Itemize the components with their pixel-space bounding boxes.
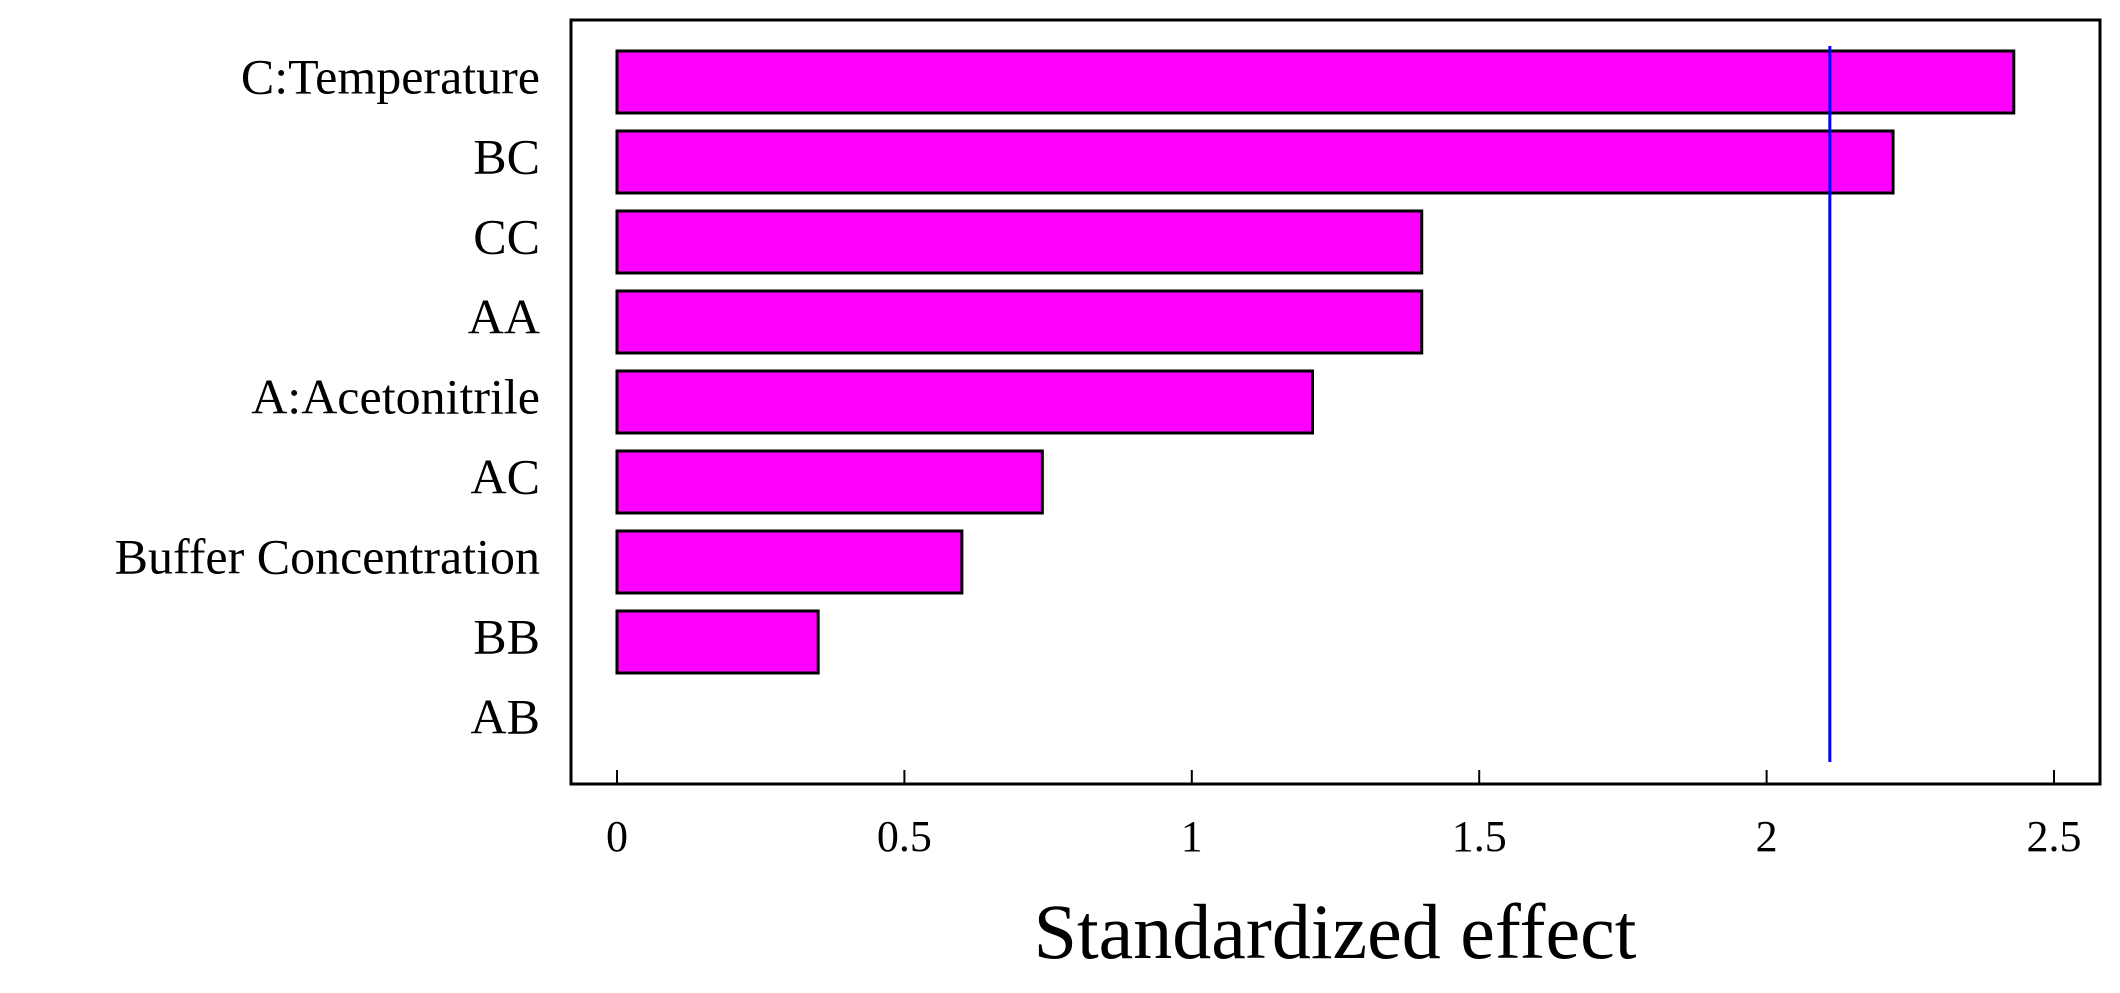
y-tick-label: BB: [473, 608, 540, 664]
y-tick-label: BC: [473, 128, 540, 184]
bar: [615, 369, 1315, 435]
plot-frame: [569, 18, 2102, 786]
x-tick-label: 1.5: [1452, 812, 1507, 861]
bar: [615, 129, 1895, 195]
x-tick-label: 1: [1181, 812, 1203, 861]
y-tick-label: AC: [471, 448, 540, 504]
x-axis-title: Standardized effect: [1034, 888, 1637, 975]
y-tick-label: AB: [471, 688, 540, 744]
x-tick-label: 2: [1756, 812, 1778, 861]
bar: [615, 449, 1044, 515]
y-tick-label: CC: [473, 208, 540, 264]
x-tick-label: 0.5: [877, 812, 932, 861]
bar: [615, 289, 1424, 355]
y-tick-label: Buffer Concentration: [115, 528, 540, 584]
x-tick-label: 2.5: [2027, 812, 2082, 861]
y-tick-label: C:Temperature: [241, 48, 540, 104]
y-tick-label: AA: [468, 288, 540, 344]
y-tick-label: A:Acetonitrile: [251, 368, 540, 424]
x-tick-label: 0: [606, 812, 628, 861]
bar: [615, 609, 820, 675]
bar: [615, 209, 1424, 275]
bar: [615, 49, 2016, 115]
bar: [615, 529, 964, 595]
